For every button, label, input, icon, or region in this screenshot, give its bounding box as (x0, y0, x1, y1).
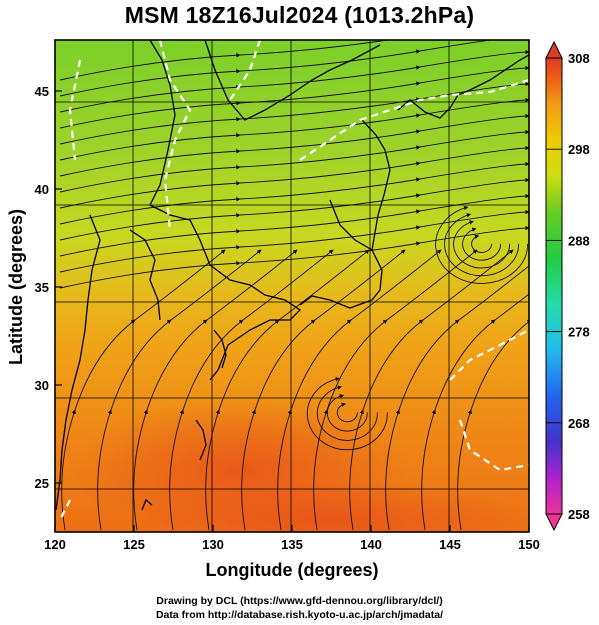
freezing-contour (59, 40, 529, 521)
x-axis-label: Longitude (degrees) (205, 560, 378, 580)
y-tick-label: 25 (35, 476, 49, 491)
colorbar-tick-label: 308 (568, 51, 590, 66)
x-axis-ticks: 120 125 130 135 140 145 150 (44, 525, 540, 552)
x-tick-label: 140 (360, 537, 382, 552)
streamline (326, 393, 368, 432)
colorbar-max-arrow (545, 40, 563, 59)
colorbar-tick-label: 298 (568, 142, 590, 157)
credit-drawing: Drawing by DCL (https://www.gfd-dennou.o… (156, 595, 443, 607)
x-tick-label: 130 (202, 537, 224, 552)
colorbar-min-arrow (545, 513, 563, 532)
colorbar: 308 298 288 278 268 258 (545, 40, 590, 532)
streamline (421, 249, 529, 531)
streamline (444, 213, 520, 277)
y-tick-label: 35 (35, 280, 49, 295)
x-tick-label: 135 (281, 537, 303, 552)
colorbar-tick-label: 268 (568, 416, 590, 431)
streamline (462, 227, 502, 261)
colorbar-ticks: 308 298 288 278 268 258 (546, 51, 590, 522)
warm-region-south (130, 480, 529, 532)
y-tick-label: 45 (35, 84, 49, 99)
streamline (306, 376, 388, 451)
y-tick-label: 30 (35, 378, 49, 393)
y-axis-ticks: 25 30 35 40 45 (35, 84, 62, 491)
x-tick-label: 120 (44, 537, 66, 552)
streamline (471, 234, 493, 253)
streamline (453, 220, 511, 269)
colorbar-tick-label: 288 (568, 233, 590, 248)
x-tick-label: 150 (518, 537, 540, 552)
map-title: MSM 18Z16Jul2024 (1013.2hPa) (124, 2, 475, 28)
x-tick-label: 145 (439, 537, 461, 552)
credit-data: Data from http://database.rish.kyoto-u.a… (155, 609, 444, 621)
streamline (316, 385, 378, 441)
streamline (457, 249, 529, 531)
streamline (336, 402, 358, 423)
lat-lon-grid (55, 40, 529, 532)
y-axis-label: Latitude (degrees) (6, 209, 26, 365)
x-tick-label: 125 (123, 537, 145, 552)
streamline (435, 205, 529, 284)
y-tick-label: 40 (35, 182, 49, 197)
colorbar-tick-label: 258 (568, 507, 590, 522)
colorbar-tick-label: 278 (568, 325, 590, 340)
